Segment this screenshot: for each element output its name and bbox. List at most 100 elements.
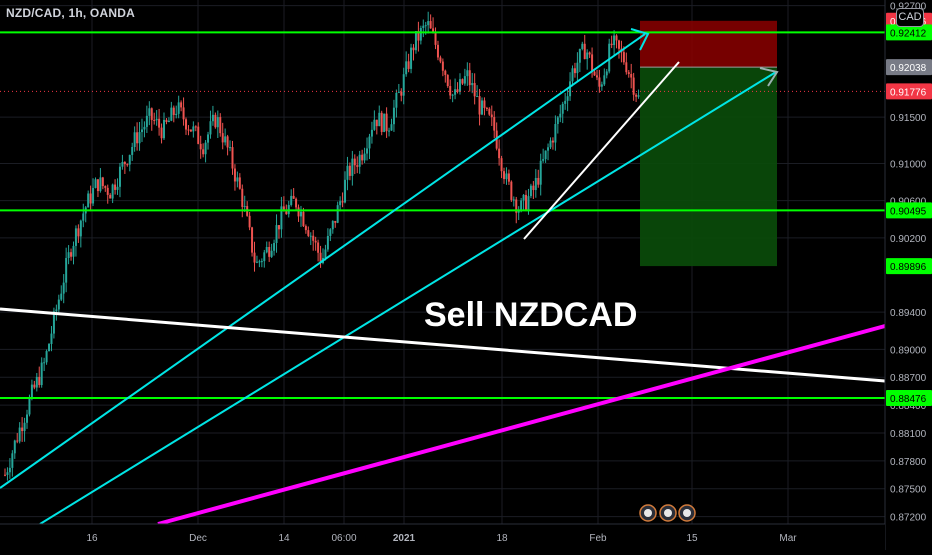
candle-175 [432, 17, 435, 34]
candle-164 [405, 51, 408, 77]
candle-body-198 [488, 108, 491, 115]
candle-body-177 [436, 44, 439, 58]
candle-body-181 [446, 74, 449, 87]
candle-body-28 [72, 245, 75, 257]
candle-169 [417, 21, 420, 52]
candle-body-230 [566, 96, 569, 101]
candle-201 [495, 122, 498, 151]
candle-70 [175, 105, 178, 119]
candle-body-161 [397, 91, 400, 93]
candle-body-38 [96, 179, 99, 192]
candle-139 [344, 171, 347, 204]
candle-body-168 [414, 31, 417, 51]
y-tick-7: 0.88700 [890, 373, 927, 384]
candle-119 [295, 197, 298, 212]
candle-body-226 [556, 117, 559, 124]
candle-body-90 [224, 136, 227, 143]
candle-104 [258, 259, 261, 268]
candle-body-129 [319, 252, 322, 264]
candle-body-166 [410, 47, 413, 69]
candle-53 [133, 126, 136, 152]
candle-body-54 [136, 132, 139, 144]
candle-body-59 [148, 108, 151, 116]
time-axis[interactable]: 16 Dec 14 06:00 2021 18 Feb 15 Mar [0, 523, 885, 550]
candle-body-164 [405, 61, 408, 75]
candle-93 [231, 140, 234, 175]
candle-body-210 [517, 210, 520, 213]
candle-body-243 [598, 77, 601, 87]
candle-258 [635, 93, 638, 103]
candle-26 [67, 245, 70, 265]
candle-body-190 [468, 70, 471, 86]
position-zones [640, 20, 777, 267]
candle-body-62 [155, 118, 158, 121]
candle-body-35 [89, 193, 92, 204]
candle-76 [189, 129, 192, 133]
candle-62 [155, 110, 158, 126]
price-label-bg-2 [886, 59, 932, 76]
candle-body-65 [163, 119, 165, 139]
candle-68 [170, 101, 173, 122]
candle-79 [197, 122, 200, 145]
currency-tag[interactable]: CAD [896, 8, 924, 27]
candle-25 [65, 247, 68, 293]
candle-138 [341, 192, 344, 208]
candle-15 [40, 357, 43, 388]
candle-body-128 [317, 242, 320, 253]
candle-body-77 [192, 126, 195, 132]
candle-body-251 [617, 40, 620, 49]
candle-136 [336, 201, 339, 224]
candle-117 [290, 189, 293, 207]
candle-body-203 [500, 158, 503, 172]
candle-47 [118, 162, 121, 198]
candle-body-194 [478, 96, 481, 115]
candle-body-224 [551, 140, 554, 143]
candle-5 [16, 433, 19, 444]
candle-232 [571, 65, 574, 87]
candle-42 [106, 184, 109, 204]
candle-106 [263, 249, 266, 268]
candle-33 [84, 205, 87, 223]
candle-body-26 [67, 252, 70, 259]
candle-14 [38, 366, 41, 388]
candle-243 [598, 69, 601, 93]
y-tick-4: 0.90200 [890, 234, 927, 245]
candle-body-133 [329, 229, 332, 236]
candle-60 [150, 107, 153, 131]
candle-body-119 [295, 198, 298, 208]
candle-38 [96, 179, 99, 198]
candle-218 [537, 169, 540, 188]
candle-46 [116, 178, 119, 195]
event-icon-inner-1 [664, 509, 672, 517]
candle-body-49 [123, 161, 126, 165]
candle-165 [407, 53, 410, 73]
candle-107 [265, 241, 268, 254]
candle-123 [304, 224, 307, 234]
candle-body-75 [187, 129, 190, 131]
candle-224 [551, 137, 554, 150]
candle-173 [427, 11, 430, 34]
candle-69 [172, 105, 175, 123]
price-axis[interactable]: 0.92700 0.91500 0.91000 0.90600 0.90200 0.894… [884, 0, 932, 550]
price-label-4: 0.90495 [890, 206, 927, 217]
candle-41 [104, 185, 107, 192]
candle-246 [605, 69, 608, 79]
candle-9 [26, 409, 29, 429]
price-label-bg-4 [886, 202, 932, 219]
candle-body-120 [297, 207, 300, 217]
candle-3 [11, 450, 14, 477]
candle-body-125 [309, 235, 312, 237]
candle-body-6 [18, 427, 21, 442]
candle-body-61 [153, 119, 156, 121]
candle-217 [534, 169, 537, 198]
candle-body-183 [451, 94, 454, 96]
candle-97 [241, 184, 244, 218]
candle-body-83 [207, 134, 210, 143]
candle-body-165 [407, 61, 410, 69]
candle-body-154 [380, 112, 383, 132]
candle-59 [148, 101, 151, 126]
candle-body-92 [229, 147, 232, 149]
magenta-trendline [157, 324, 886, 526]
candle-body-95 [236, 177, 239, 182]
